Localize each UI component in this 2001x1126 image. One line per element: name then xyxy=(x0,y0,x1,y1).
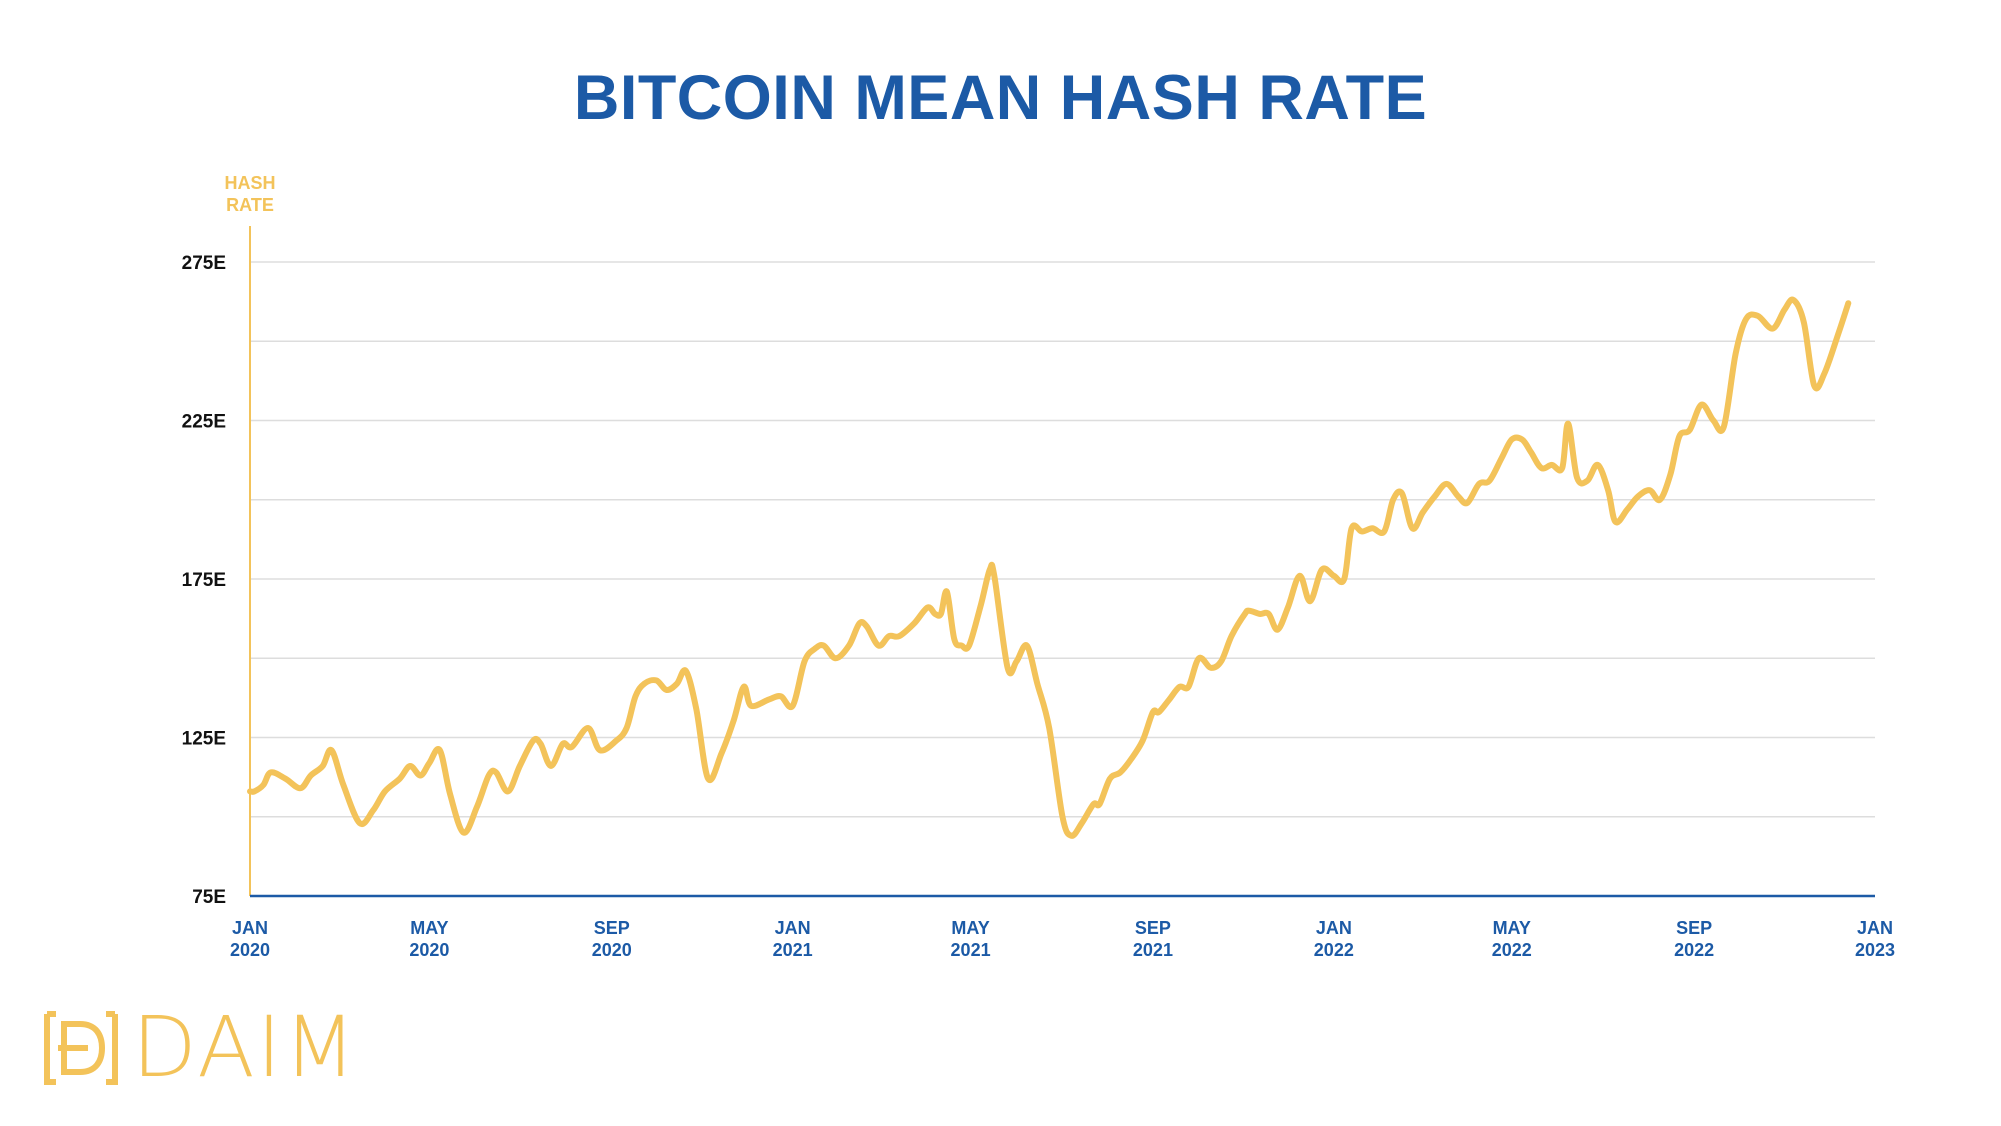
x-tick-month: MAY xyxy=(1493,918,1531,938)
x-tick-year: 2022 xyxy=(1492,940,1532,960)
x-tick-year: 2021 xyxy=(1133,940,1173,960)
series xyxy=(247,296,1852,839)
x-tick-month: SEP xyxy=(594,918,630,938)
x-tick-month: SEP xyxy=(1135,918,1171,938)
daim-logo-mark-icon xyxy=(44,1010,118,1085)
x-tick-month: MAY xyxy=(410,918,448,938)
y-tick-label: 275E xyxy=(182,253,226,274)
chart-title: BITCOIN MEAN HASH RATE xyxy=(573,63,1428,133)
y-tick-label: 125E xyxy=(182,729,226,750)
x-tick-year: 2023 xyxy=(1855,940,1895,960)
x-tick-year: 2022 xyxy=(1314,940,1354,960)
x-tick-year: 2022 xyxy=(1674,940,1714,960)
x-tick-year: 2021 xyxy=(773,940,813,960)
x-axis: JAN2020MAY2020SEP2020JAN2021MAY2021SEP20… xyxy=(230,894,1895,960)
x-tick-month: SEP xyxy=(1676,918,1712,938)
x-tick-year: 2020 xyxy=(230,940,270,960)
x-tick-month: JAN xyxy=(775,918,811,938)
y-tick-label: 75E xyxy=(192,887,226,908)
gridlines xyxy=(250,261,1875,818)
daim-logo: DAIM xyxy=(44,998,358,1096)
y-tick-label: 175E xyxy=(182,570,226,591)
x-tick-month: MAY xyxy=(951,918,989,938)
x-tick-month: JAN xyxy=(1857,918,1893,938)
series-line xyxy=(247,296,1852,839)
x-tick-year: 2021 xyxy=(951,940,991,960)
x-tick-month: JAN xyxy=(1316,918,1352,938)
x-tick-year: 2020 xyxy=(592,940,632,960)
y-axis-label: RATE xyxy=(226,195,274,215)
y-tick-label: 225E xyxy=(182,412,226,433)
y-axis-label: HASH xyxy=(224,173,275,193)
logo-text: DAIM xyxy=(132,998,358,1096)
x-tick-year: 2020 xyxy=(409,940,449,960)
x-tick-month: JAN xyxy=(232,918,268,938)
